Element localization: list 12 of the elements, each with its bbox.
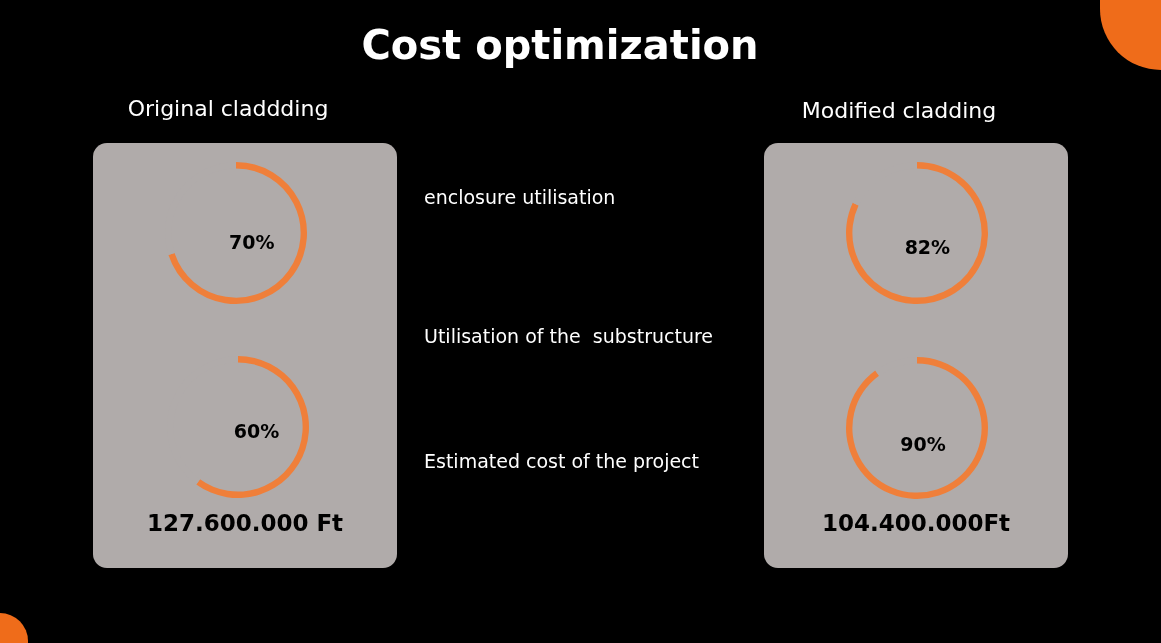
- text: Cost optimization: [360, 22, 760, 68]
- data-label: 60%: [233, 419, 280, 442]
- text: Original claddding: [126, 96, 330, 121]
- text: Estimated cost of the project: [424, 450, 700, 472]
- text: Modified cladding: [800, 98, 998, 123]
- text: Utilisation of the substructure: [424, 325, 714, 347]
- text: 104.400.000Ft: [820, 510, 1012, 536]
- data-label: 70%: [228, 231, 275, 254]
- text: 127.600.000 Ft: [145, 510, 345, 536]
- text: enclosure utilisation: [424, 186, 617, 208]
- data-label: 82%: [904, 236, 951, 259]
- data-label: 90%: [900, 433, 946, 456]
